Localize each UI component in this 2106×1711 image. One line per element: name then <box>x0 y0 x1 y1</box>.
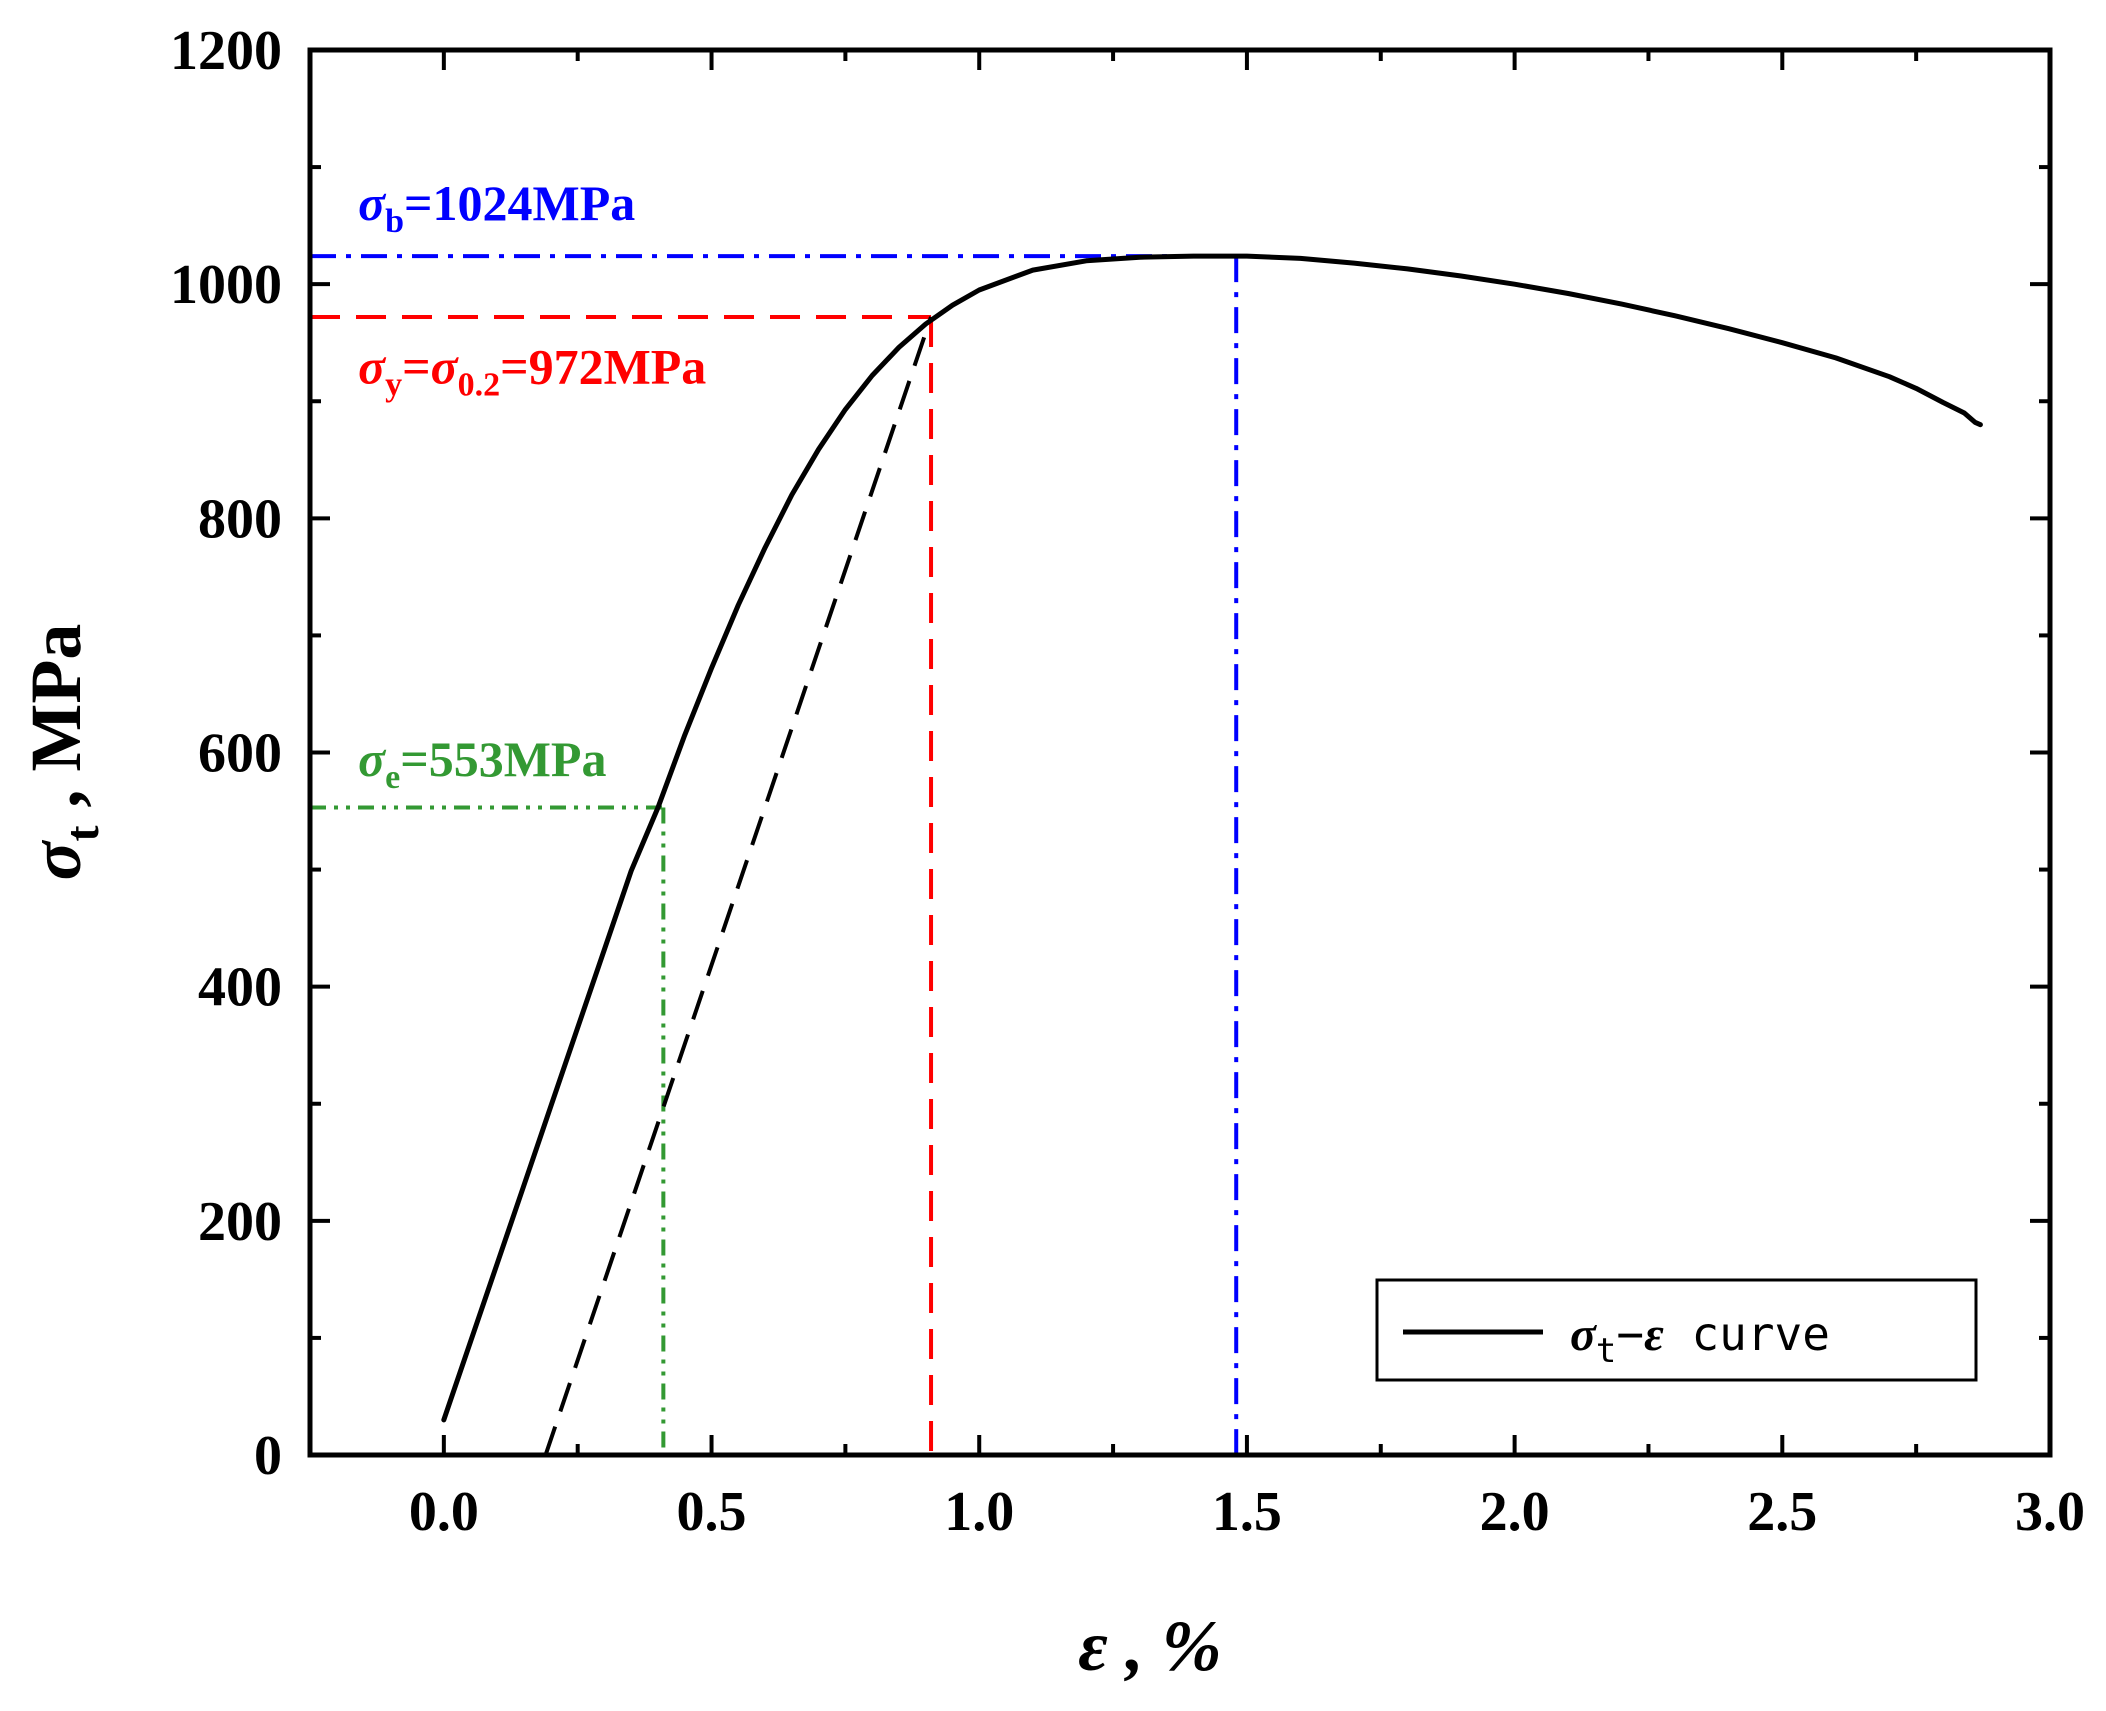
x-tick-label: 1.5 <box>1212 1481 1282 1543</box>
y-tick-label: 400 <box>198 957 282 1019</box>
y-tick-label: 1000 <box>170 254 282 316</box>
svg-text:σt , MPa: σt , MPa <box>16 624 109 881</box>
x-tick-label: 3.0 <box>2015 1481 2085 1543</box>
legend: σt−ε curve <box>1375 1278 1978 1382</box>
stress-strain-curve <box>441 253 1983 1423</box>
x-tick-label: 0.5 <box>677 1481 747 1543</box>
y-tick-label: 0 <box>254 1425 282 1487</box>
y-tick-label: 800 <box>198 488 282 550</box>
offset-line <box>543 316 933 1456</box>
series-layer <box>441 253 1983 1456</box>
plot-frame <box>307 47 2053 1458</box>
y-tick-label: 200 <box>198 1191 282 1253</box>
y-tick-label: 600 <box>198 723 282 785</box>
x-axis-ticks: 0.0 0.5 1.0 1.5 2.0 2.5 3.0 <box>308 50 2085 1543</box>
x-tick-label: 2.0 <box>1480 1481 1550 1543</box>
legend-label: σt−ε curve <box>1570 1307 1830 1371</box>
x-tick-label: 1.0 <box>944 1481 1014 1543</box>
reference-lines <box>310 254 1239 1455</box>
annotations: σb=1024MPa σy=σ0.2=972MPa σe=553MPa <box>358 175 706 796</box>
y-tick-label: 1200 <box>170 20 282 82</box>
sigma-y-label: σy=σ0.2=972MPa <box>358 339 706 404</box>
sigma-b-label: σb=1024MPa <box>358 175 635 240</box>
y-axis-ticks: 0 200 400 600 800 1000 1200 <box>170 20 2050 1487</box>
x-axis-title: ε , % <box>1078 1606 1222 1686</box>
x-tick-label: 2.5 <box>1747 1481 1817 1543</box>
sigma-e-label: σe=553MPa <box>358 731 606 796</box>
x-tick-label: 0.0 <box>409 1481 479 1543</box>
y-axis-title: σt , MPa <box>16 624 109 881</box>
